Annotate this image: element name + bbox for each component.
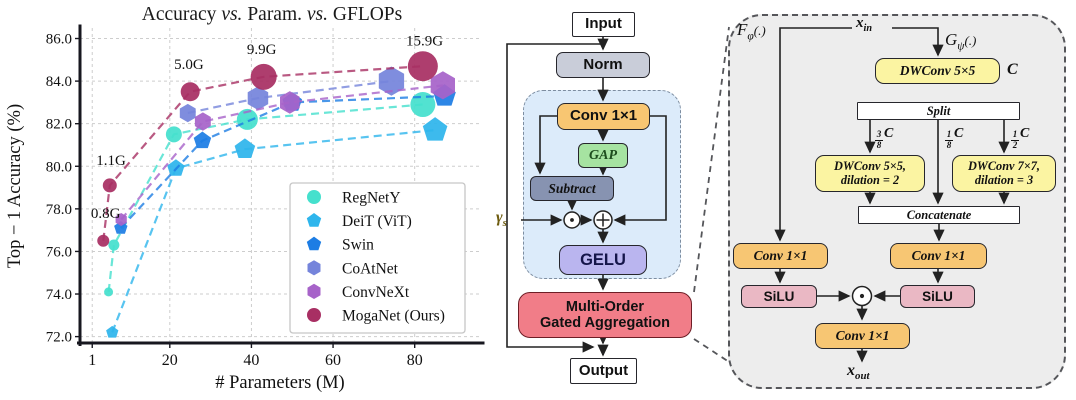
dwconv5-dilated-line2: dilation = 2	[840, 172, 900, 187]
y-tick-label: 74.0	[46, 287, 72, 303]
legend-label-6: MogaNet (Ours)	[342, 308, 445, 325]
chart-title: Accuracy vs. Param. vs. GFLOPs	[142, 4, 403, 25]
gflops-annotation: 1.1G	[96, 153, 126, 169]
series-moganet-ours-	[97, 51, 438, 247]
series-regnety	[104, 92, 436, 297]
y-tick-label: 80.0	[46, 159, 72, 175]
dwconv5-dilated-node: DWConv 5×5, dilation = 2	[815, 155, 925, 192]
y-tick-label: 78.0	[46, 202, 72, 218]
block-diagram-wires	[506, 37, 667, 357]
x-tick-label: 1	[88, 352, 96, 369]
x-tick-label: 40	[243, 352, 259, 369]
x-in-label: xin	[856, 15, 872, 34]
accuracy-chart-panel: 0.8G 1.1G 5.0G 9.9G 15.9G RegNetY DeiT (ViT) Sw…	[0, 0, 500, 400]
gap-node: GAP	[578, 143, 628, 168]
dwconv5-dilated-line1: DWConv 5×5,	[834, 158, 906, 173]
gflops-annotation: 5.0G	[174, 57, 204, 73]
subtract-node: Subtract	[530, 176, 614, 201]
x-axis-label: # Parameters (M)	[215, 373, 344, 393]
split-node: Split	[857, 102, 1020, 120]
legend-label-1: RegNetY	[342, 190, 401, 207]
series-coatnet	[179, 66, 405, 123]
y-tick-label: 86.0	[46, 32, 72, 48]
moga-node: Multi-Order Gated Aggregation	[518, 292, 692, 338]
gating-multiply-icon	[851, 285, 873, 307]
norm-node: Norm	[556, 52, 650, 78]
moga-module-wires	[774, 27, 1010, 363]
y-axis-label: Top − 1 Accuracy (%)	[5, 104, 25, 268]
chart-series	[97, 51, 456, 338]
dwconv5x5-node: DWConv 5×5	[875, 58, 1000, 84]
concatenate-node: Concatenate	[858, 206, 1020, 224]
y-tick-label: 76.0	[46, 244, 72, 260]
y-tick-label: 72.0	[46, 330, 72, 346]
dwconv7-dilated-line1: DWConv 7×7,	[968, 158, 1040, 173]
legend-label-5: ConvNeXt	[342, 284, 410, 301]
gflops-annotation: 9.9G	[247, 42, 277, 58]
elementwise-add-icon	[593, 210, 613, 230]
moga-node-line2: Gated Aggregation	[540, 315, 670, 331]
moga-node-line1: Multi-Order	[565, 298, 645, 315]
channels-label: C	[1007, 61, 1018, 78]
output-node: Output	[570, 358, 637, 384]
chart-grid	[80, 28, 482, 343]
gamma-s-label: γs	[496, 209, 507, 230]
series-deit-vit-	[106, 117, 448, 338]
gflops-annotation: 0.8G	[91, 206, 121, 222]
gelu-node: GELU	[559, 245, 647, 275]
input-node: Input	[572, 12, 635, 37]
conv1x1-node: Conv 1×1	[557, 103, 650, 130]
x-out-label: xout	[847, 362, 870, 383]
dwconv7-dilated-line2: dilation = 3	[974, 172, 1034, 187]
accuracy-chart: 0.8G 1.1G 5.0G 9.9G 15.9G RegNetY DeiT (ViT) Sw…	[5, 4, 485, 393]
elementwise-multiply-icon	[563, 211, 581, 229]
g-psi-label: Gψ(.)	[945, 30, 977, 53]
legend-label-3: Swin	[342, 237, 374, 254]
x-tick-label: 80	[407, 352, 423, 369]
block-diagram-panel: Input Norm Conv 1×1 GAP Subtract γs GELU…	[490, 0, 725, 400]
gflops-annotation: 15.9G	[406, 34, 443, 50]
conv1x1-right-node: Conv 1×1	[890, 243, 987, 269]
x-tick-label: 60	[325, 352, 341, 369]
legend-label-4: CoAtNet	[342, 260, 399, 277]
silu-right-node: SiLU	[900, 285, 975, 308]
chart-legend: RegNetY DeiT (ViT) Swin CoAtNet ConvNeXt Moga…	[289, 182, 466, 334]
dwconv7-dilated-node: DWConv 7×7, dilation = 3	[952, 155, 1056, 192]
silu-left-node: SiLU	[741, 285, 817, 308]
chart-annotations: 0.8G 1.1G 5.0G 9.9G 15.9G	[91, 34, 443, 222]
chart-axes: 72.0 74.0 76.0 78.0 80.0 82.0 84.0 86.0 1 20 40 60 8…	[46, 24, 485, 369]
x-tick-label: 20	[162, 352, 178, 369]
conv1x1-left-node: Conv 1×1	[733, 243, 828, 269]
y-tick-label: 82.0	[46, 117, 72, 133]
series-convnext	[115, 71, 455, 226]
conv1x1-out-node: Conv 1×1	[815, 323, 910, 349]
legend-label-2: DeiT (ViT)	[342, 213, 412, 230]
y-tick-label: 84.0	[46, 74, 72, 90]
f-phi-label: Fφ(.)	[737, 20, 766, 43]
